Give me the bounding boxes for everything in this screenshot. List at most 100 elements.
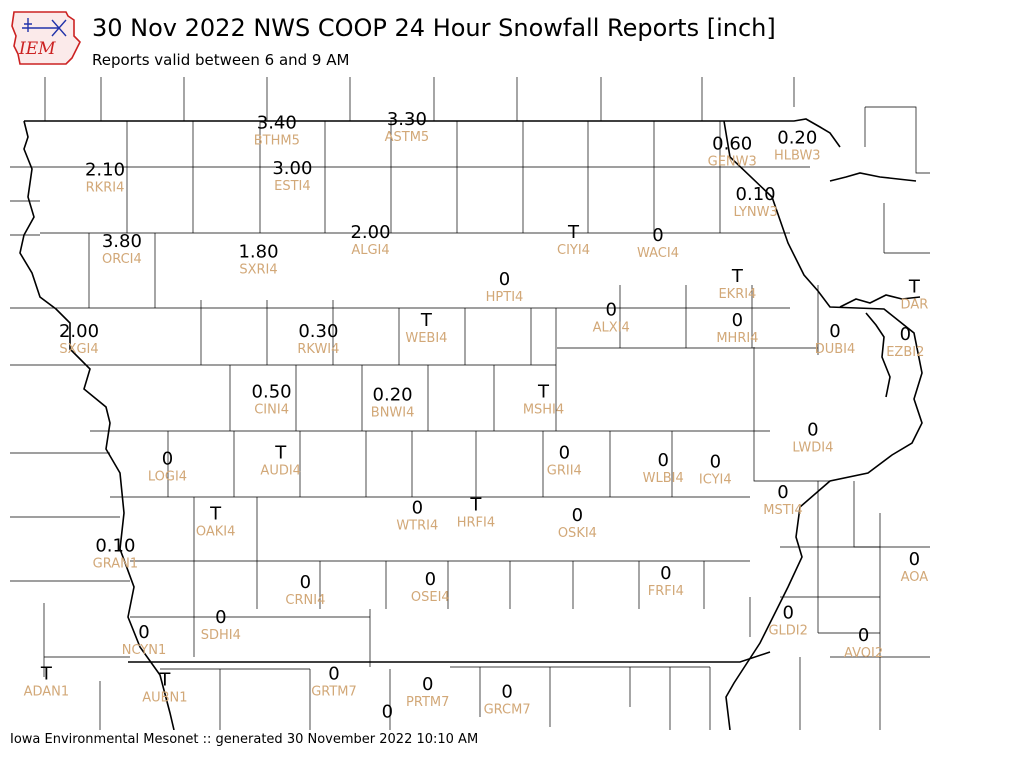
station-value: 0 <box>501 682 512 703</box>
station-value: 0 <box>710 452 721 473</box>
station-value: 0 <box>900 324 911 345</box>
station-value: 0 <box>807 420 818 441</box>
station-value: 0 <box>559 443 570 464</box>
station-id: GRCM7 <box>484 703 531 718</box>
station-value: 0.50 <box>252 382 292 403</box>
logo-text: IEM <box>18 39 56 59</box>
station-value: T <box>209 504 222 525</box>
station-value: T <box>158 669 171 690</box>
station-value: 0.20 <box>777 128 817 149</box>
station-value: 0 <box>425 569 436 590</box>
station-value: 2.00 <box>59 321 99 342</box>
station-id: OSEI4 <box>411 590 450 605</box>
station-value: 0.10 <box>95 535 135 556</box>
station-id: CRNI4 <box>285 593 325 608</box>
station-id: AUBN1 <box>142 690 187 705</box>
station-id: EZBI2 <box>886 345 924 360</box>
station-value: 0 <box>829 321 840 342</box>
map-panel: 3.40 BTHM5 3.30 ASTM5 0.20 HLBW3 0.60 GENW3 2.10… <box>10 77 930 730</box>
station-value: 0 <box>215 607 226 628</box>
station-id: OAKI4 <box>196 525 236 540</box>
station-value: 0 <box>657 450 668 471</box>
station-value: 1.80 <box>238 242 278 263</box>
station-value: 0 <box>782 602 793 623</box>
station-value: 0 <box>328 663 339 684</box>
station-value: T <box>567 222 580 243</box>
station-id: ORCI4 <box>102 252 142 267</box>
station-value: 0.20 <box>373 385 413 406</box>
station-value: 0 <box>858 625 869 646</box>
station-value: 0 <box>732 310 743 331</box>
station-id: DAR <box>901 298 929 313</box>
station-value: T <box>731 266 744 287</box>
station-id: SXGI4 <box>59 342 98 357</box>
station-id: MSTI4 <box>763 503 803 518</box>
station-id: ALXI4 <box>593 321 630 336</box>
station-id: ADAN1 <box>24 684 70 699</box>
station-id: GLDI2 <box>768 623 807 638</box>
station-id: CINI4 <box>254 403 289 418</box>
station-id: BTHM5 <box>254 133 300 148</box>
station-id: AUDI4 <box>260 464 301 479</box>
station-id: ESTI4 <box>274 179 311 194</box>
station-id: WEBI4 <box>405 331 447 346</box>
station-id: GRTM7 <box>311 684 357 699</box>
station-value: 3.00 <box>272 158 312 179</box>
station-id: ALGI4 <box>351 243 389 258</box>
station-id: RKRI4 <box>86 181 125 196</box>
station-id: MSHI4 <box>523 403 564 418</box>
station-id: WTRI4 <box>396 518 438 533</box>
iem-logo: IEM <box>11 11 81 65</box>
station-id: AOA <box>901 570 929 585</box>
station-id: ASTM5 <box>385 130 430 145</box>
station-id: BNWI4 <box>371 406 415 421</box>
station-value: T <box>469 494 482 515</box>
station-id: MHRI4 <box>716 331 758 346</box>
station-value: 0 <box>162 449 173 470</box>
station-id: GRAN1 <box>93 556 138 571</box>
station-value: 0 <box>652 225 663 246</box>
station-value: 0 <box>777 482 788 503</box>
station-value: T <box>420 310 433 331</box>
station-value: 2.00 <box>350 222 390 243</box>
station-id: LOGI4 <box>148 470 187 485</box>
station-value: 0 <box>412 497 423 518</box>
station-value: 2.10 <box>85 160 125 181</box>
station-id: GRII4 <box>547 464 582 479</box>
station-value: 3.30 <box>387 109 427 130</box>
station-value: 3.40 <box>257 112 297 133</box>
station-id: ICYI4 <box>699 473 732 488</box>
station-value: 0.60 <box>712 134 752 155</box>
station-value: 0.30 <box>298 321 338 342</box>
station-value: T <box>537 382 550 403</box>
station-id: WACI4 <box>637 246 679 261</box>
station-id: RKWI4 <box>297 342 339 357</box>
station-value: 0 <box>572 505 583 526</box>
station-value: 0 <box>138 622 149 643</box>
station-id: LYNW3 <box>733 205 777 220</box>
station-value: 0 <box>605 300 616 321</box>
footer-credit: Iowa Environmental Mesonet :: generated … <box>10 732 479 747</box>
page-title: 30 Nov 2022 NWS COOP 24 Hour Snowfall Re… <box>92 14 776 42</box>
station-value: 0 <box>660 563 671 584</box>
station-id: LWDI4 <box>792 441 833 456</box>
station-id: CIYI4 <box>557 243 590 258</box>
station-id: NCYN1 <box>122 643 167 658</box>
station-id: HLBW3 <box>774 149 821 164</box>
station-id: SXRI4 <box>239 263 277 278</box>
station-value: 0.10 <box>736 184 776 205</box>
station-id: HPTI4 <box>486 290 524 305</box>
county-lines <box>10 77 930 730</box>
station-value: 0 <box>499 269 510 290</box>
station-value: T <box>40 663 53 684</box>
station-id: EKRI4 <box>718 287 756 302</box>
station-id: SDHI4 <box>201 628 241 643</box>
station-id: HRFI4 <box>457 515 495 530</box>
station-id: FRFI4 <box>648 584 684 599</box>
station-id: WLBI4 <box>643 471 684 486</box>
station-value: T <box>908 277 921 298</box>
state-borders <box>19 118 923 730</box>
station-id: GENW3 <box>708 155 757 170</box>
page-subtitle: Reports valid between 6 and 9 AM <box>92 51 350 69</box>
